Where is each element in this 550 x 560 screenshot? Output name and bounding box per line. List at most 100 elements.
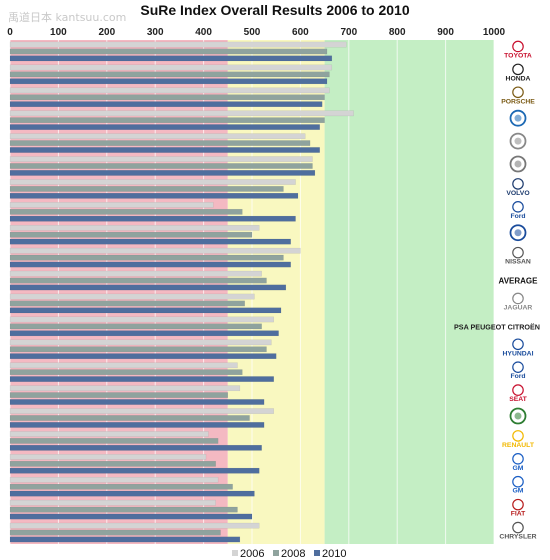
x-tick-label: 400 (195, 27, 212, 38)
bar-2008-12 (9, 323, 262, 330)
bar-2010-3 (9, 124, 320, 130)
legend-swatch-2006 (232, 550, 238, 556)
brand-logo-core-3 (514, 114, 522, 122)
bar-2008-1 (9, 71, 330, 78)
bar-2010-5 (9, 170, 316, 176)
bar-2006-13 (9, 339, 272, 346)
bar-2010-8 (9, 238, 291, 245)
x-tick-label: 800 (389, 27, 406, 38)
bar-2010-14 (9, 376, 274, 382)
x-tick-label: 300 (147, 27, 164, 38)
bar-2008-5 (9, 163, 313, 169)
bar-2006-10 (9, 270, 262, 277)
bar-2006-19 (9, 476, 219, 483)
brand-logo-6 (512, 178, 524, 190)
brand-logo-core-16 (514, 412, 522, 420)
bar-2006-15 (9, 385, 241, 392)
category-label: JAGUAR (504, 304, 533, 311)
x-tick-labels: 0 100 200 300 400 500 600 700 800 900 1000 (7, 27, 505, 38)
category-label: SEAT (509, 396, 527, 403)
brand-logo-13 (512, 338, 524, 351)
bar-2010-11 (9, 307, 282, 314)
chart-title: SuRe Index Overall Results 2006 to 2010 (140, 2, 410, 18)
bar-2008-20 (9, 506, 238, 513)
legend-label: 2006 (240, 548, 264, 560)
brand-logo-5 (509, 155, 527, 173)
band-2 (324, 40, 494, 544)
bar-2010-19 (9, 490, 255, 497)
brand-logo-7 (512, 201, 524, 213)
category-label: CHRYSLER (499, 534, 536, 541)
bar-2008-0 (9, 48, 328, 55)
bar-2010-17 (9, 444, 262, 451)
bar-2008-9 (9, 254, 284, 261)
gridlines (9, 40, 495, 544)
bar-2010-9 (9, 261, 291, 268)
bar-2010-4 (9, 147, 320, 153)
bar-2008-19 (9, 483, 233, 490)
x-tick-label: 1000 (483, 27, 506, 38)
legend-swatch-2010 (314, 550, 320, 556)
brand-logo-9 (512, 246, 524, 259)
brand-logo-21 (512, 521, 524, 534)
bar-2008-21 (9, 529, 221, 536)
category-label: HYUNDAI (503, 350, 534, 357)
category-label: Ford (510, 213, 525, 220)
x-tick-label: 900 (437, 27, 454, 38)
category-label: HONDA (506, 75, 531, 82)
category-label: AVERAGE (499, 277, 539, 286)
bar-2008-16 (9, 415, 250, 421)
bar-2006-0 (9, 41, 347, 48)
brand-logo-18 (512, 453, 524, 465)
brand-logo-17 (512, 430, 524, 442)
bar-2008-11 (9, 300, 245, 307)
category-label: TOYOTA (504, 52, 532, 59)
x-tick-label: 100 (50, 27, 67, 38)
category-label: Ford (510, 373, 525, 380)
x-tick-label: 700 (340, 27, 357, 38)
category-label: GM (513, 465, 524, 472)
brand-logo-16 (509, 407, 527, 425)
score-bands (10, 40, 494, 544)
category-label: PSA PEUGEOT CITROËN (454, 322, 540, 331)
brand-logo-core-5 (514, 160, 522, 168)
bar-2006-20 (9, 499, 216, 506)
bar-2008-14 (9, 369, 243, 376)
brand-logo-core-8 (514, 229, 522, 237)
brand-logo-8 (509, 224, 527, 242)
bar-2006-8 (9, 224, 260, 231)
category-label: FIAT (511, 511, 526, 518)
brand-logo-3 (509, 109, 527, 127)
bar-2008-6 (9, 186, 284, 192)
bar-2006-12 (9, 316, 274, 323)
bar-2010-12 (9, 330, 279, 337)
brand-logo-0 (512, 40, 524, 53)
bar-2006-3 (9, 110, 354, 117)
bar-2010-20 (9, 513, 253, 520)
bars (9, 41, 354, 543)
brand-logo-19 (512, 475, 524, 488)
bar-2010-16 (9, 422, 265, 428)
brand-logo-11 (512, 292, 524, 305)
brand-logo-15 (512, 384, 524, 396)
brand-logo-core-4 (514, 137, 522, 145)
band-1 (227, 40, 325, 544)
bar-2010-0 (9, 55, 333, 62)
brand-logo-14 (512, 361, 524, 373)
legend: 2006 2008 2010 (232, 548, 346, 560)
bar-2006-5 (9, 156, 313, 162)
bar-2008-2 (9, 94, 325, 101)
bar-2006-17 (9, 431, 209, 437)
band-0 (10, 40, 228, 544)
bar-2006-14 (9, 362, 238, 369)
brand-logo-4 (509, 132, 527, 150)
category-label: RENAULT (502, 442, 535, 449)
bar-2008-18 (9, 460, 216, 467)
bar-2008-8 (9, 231, 253, 238)
bar-2008-7 (9, 208, 243, 215)
category-label: GM (513, 488, 524, 495)
legend-swatch-2008 (273, 550, 279, 556)
bar-2008-10 (9, 277, 267, 284)
brand-logo-2 (512, 86, 524, 99)
